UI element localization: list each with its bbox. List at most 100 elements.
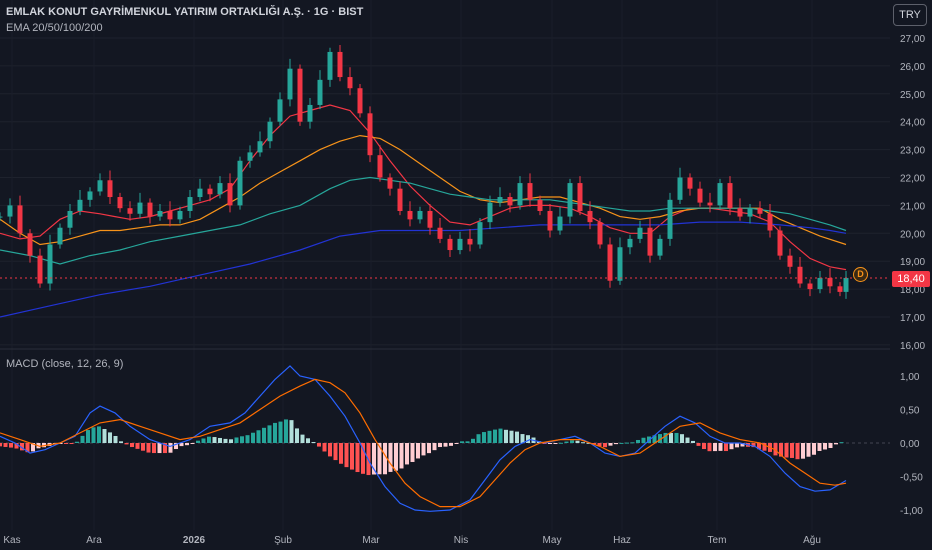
chart-title[interactable]: EMLAK KONUT GAYRİMENKUL YATIRIM ORTAKLIĞ… (6, 6, 364, 18)
histogram-bar (520, 434, 525, 443)
histogram-bar (817, 443, 822, 451)
candle-body (667, 199, 673, 239)
histogram-bar (460, 441, 464, 443)
histogram-bar (14, 443, 19, 449)
candle-body (347, 77, 353, 89)
histogram-bar (245, 435, 250, 443)
y-tick-label: 16,00 (900, 341, 925, 352)
candle-body (137, 202, 143, 214)
candle-body (117, 197, 123, 209)
last-price-tag: 18,40 (892, 271, 930, 287)
histogram-bar (586, 442, 591, 444)
candle-body (727, 183, 733, 209)
histogram-bar (20, 443, 24, 451)
histogram-bar (724, 443, 728, 452)
histogram-bar (328, 443, 332, 457)
histogram-bar (31, 443, 35, 452)
y-tick-label: 18,00 (900, 285, 925, 296)
candle-body (267, 121, 273, 142)
candle-body (397, 188, 403, 211)
histogram-bar (256, 430, 261, 443)
histogram-bar (185, 443, 189, 446)
histogram-bar (570, 440, 574, 443)
candle-body (807, 283, 813, 290)
histogram-bar (438, 443, 442, 448)
histogram-bar (295, 428, 299, 443)
currency-button[interactable]: TRY (893, 4, 927, 26)
macd-y-tick-label: 0,50 (900, 406, 920, 417)
histogram-bar (476, 434, 481, 443)
y-tick-label: 22,00 (900, 174, 925, 185)
histogram-bar (377, 443, 382, 475)
histogram-bar (251, 432, 255, 443)
histogram-bar (482, 432, 486, 443)
histogram-bar (130, 443, 134, 448)
macd-lines (0, 365, 847, 512)
histogram-bar (64, 443, 68, 444)
candle-body (597, 222, 603, 245)
candle-body (77, 199, 83, 211)
time-axis[interactable]: Kas Ara 2026 Şub Mar Nis May Haz Tem Ağu (3, 535, 821, 546)
candle-body (0, 216, 3, 218)
histogram-bar (234, 437, 239, 443)
candle-body (187, 197, 193, 211)
candle-body (407, 210, 413, 220)
histogram-bar (575, 440, 580, 443)
histogram-bar (603, 443, 607, 448)
ema-indicator-label[interactable]: EMA 20/50/100/200 (6, 22, 103, 34)
histogram-bar (713, 443, 717, 452)
histogram-bar (553, 443, 558, 444)
histogram-bar (696, 443, 701, 446)
y-tick-label: 23,00 (900, 146, 925, 157)
histogram-bar (174, 443, 178, 450)
grid (0, 37, 890, 346)
candle-body (297, 68, 303, 122)
histogram-bar (240, 436, 244, 443)
histogram-bar (3, 443, 8, 447)
candle-body (27, 233, 33, 256)
histogram-bar (135, 443, 140, 449)
macd-axis[interactable]: 1,00 0,50 0,00 -0,50 -1,00 (900, 372, 923, 517)
candle-body (657, 238, 663, 256)
candle-body (417, 210, 423, 220)
histogram-bar (333, 443, 338, 461)
histogram-bar (680, 434, 684, 443)
candle-body (497, 197, 503, 203)
histogram-bar (454, 443, 459, 444)
histogram-bar (179, 443, 184, 447)
candle-body (337, 51, 343, 78)
candle-body (577, 183, 583, 211)
macd-indicator-label[interactable]: MACD (close, 12, 26, 9) (6, 358, 124, 370)
macd-y-tick-label: 1,00 (900, 372, 920, 383)
histogram-bar (784, 443, 789, 458)
dividend-marker-icon[interactable]: D (853, 267, 868, 282)
histogram-bar (432, 443, 437, 451)
histogram-bar (493, 429, 497, 443)
histogram-bar (306, 438, 310, 443)
candle-body (637, 227, 643, 239)
candle-body (707, 202, 713, 206)
histogram-bar (394, 443, 398, 471)
histogram-bar (273, 422, 277, 443)
candle-body (567, 183, 573, 217)
candle-body (107, 180, 113, 198)
histogram-bar (707, 443, 712, 452)
y-tick-label: 25,00 (900, 90, 925, 101)
histogram-bar (526, 435, 530, 443)
histogram-bar (190, 443, 195, 444)
x-tick-label: Tem (708, 535, 727, 546)
histogram-bar (196, 440, 200, 443)
histogram-bar (487, 430, 492, 443)
price-axis[interactable]: 27,00 26,00 25,00 24,00 23,00 22,00 21,00 20,00… (900, 34, 925, 352)
candle-body (277, 99, 283, 122)
histogram-bar (729, 443, 734, 450)
histogram-bar (465, 441, 470, 443)
histogram-bar (322, 443, 327, 452)
histogram-bar (619, 442, 624, 444)
histogram-bar (388, 443, 393, 472)
candle-body (677, 177, 683, 200)
candle-body (777, 230, 783, 256)
ema-line-ema100 (0, 176, 847, 265)
candle-body (817, 277, 823, 290)
